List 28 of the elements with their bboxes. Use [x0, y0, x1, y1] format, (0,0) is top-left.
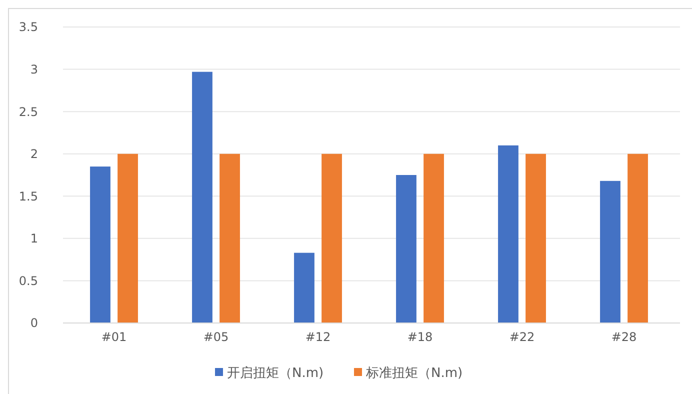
y-tick-label: 3 — [30, 62, 38, 76]
legend-label: 开启扭矩（N.m) — [227, 365, 324, 381]
y-tick-label: 1 — [30, 232, 38, 246]
bar — [118, 154, 138, 323]
x-tick-label: #28 — [611, 330, 637, 344]
bar — [498, 145, 518, 323]
x-tick-label: #18 — [407, 330, 433, 344]
x-tick-label: #12 — [305, 330, 331, 344]
y-tick-label: 2 — [30, 147, 38, 162]
bar — [90, 166, 110, 323]
x-tick-label: #05 — [203, 330, 229, 344]
bar — [192, 72, 212, 323]
x-tick-label: #22 — [509, 330, 535, 344]
y-tick-label: 0.5 — [18, 274, 38, 288]
bar — [220, 154, 240, 323]
y-tick-label: 0 — [30, 316, 38, 330]
legend-label: 标准扭矩（N.m) — [365, 366, 463, 381]
bar — [396, 175, 416, 323]
bar — [424, 154, 444, 323]
y-tick-label: 1.5 — [18, 189, 38, 204]
bar — [628, 154, 648, 323]
bar — [322, 154, 342, 323]
y-tick-label: 2.5 — [18, 104, 38, 119]
bar — [526, 154, 546, 323]
bar — [600, 180, 620, 323]
x-tick-label: #01 — [101, 330, 127, 344]
y-tick-label: 3.5 — [18, 20, 38, 34]
bar — [294, 252, 314, 323]
